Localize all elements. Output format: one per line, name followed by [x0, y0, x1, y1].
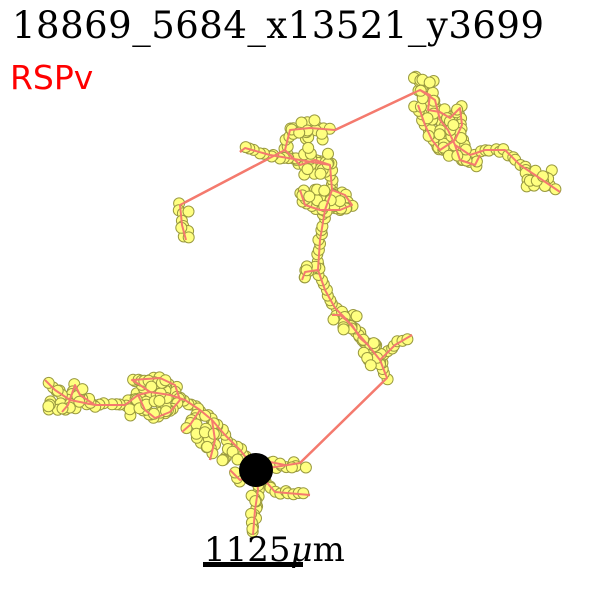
axon-node	[216, 454, 229, 467]
axon-node	[301, 163, 314, 176]
axon-branch-line-overlay	[417, 89, 463, 151]
axon-node	[299, 461, 312, 474]
axon-node	[350, 310, 363, 323]
neuron-id-title: 18869_5684_x13521_y3699	[12, 4, 545, 47]
axon-branch-line-overlay	[209, 419, 216, 461]
axon-branch-line-overlay	[131, 377, 181, 419]
axon-branch-line-overlay	[332, 314, 369, 346]
axon-node	[153, 394, 166, 407]
axon-branch-line	[178, 148, 286, 241]
axon-branch-line-overlay	[301, 269, 319, 281]
scale-bar-unit-suffix: m	[312, 530, 345, 570]
scale-bar-value: 1125	[204, 530, 291, 570]
axon-branch-line-overlay	[239, 147, 331, 166]
axon-node	[56, 402, 69, 415]
axon-branch-line-overlay	[61, 384, 96, 413]
axon-branch-line-overlay	[44, 379, 257, 471]
scale-bar-unit-symbol: μ	[290, 530, 313, 570]
axon-node	[364, 359, 377, 372]
axon-branch-line-overlay	[299, 189, 353, 211]
scale-bar	[203, 562, 303, 567]
axon-branch-line-overlay	[179, 149, 286, 241]
axon-node	[322, 147, 334, 160]
axon-node	[423, 76, 436, 89]
axon-branch-line-overlay	[181, 409, 201, 433]
axon-node	[337, 323, 350, 336]
axon-node	[182, 205, 195, 218]
region-label: RSPv	[10, 58, 94, 97]
axon-node	[433, 128, 446, 141]
axon-node	[42, 400, 55, 413]
axon-node	[303, 190, 316, 203]
axon-branch-line-overlay	[454, 144, 481, 166]
axon-node	[302, 141, 315, 154]
axon-node	[447, 119, 460, 131]
axon-node	[201, 440, 214, 453]
axon-node	[318, 184, 331, 197]
soma-marker	[239, 453, 273, 487]
axon-node	[308, 114, 321, 127]
axon-node	[367, 337, 380, 350]
axon-node	[314, 167, 327, 180]
axon-branch-line-overlay	[379, 334, 413, 361]
axon-nodes	[42, 70, 562, 538]
axon-node	[182, 231, 195, 244]
scale-bar-label: 1125μm	[204, 530, 345, 570]
